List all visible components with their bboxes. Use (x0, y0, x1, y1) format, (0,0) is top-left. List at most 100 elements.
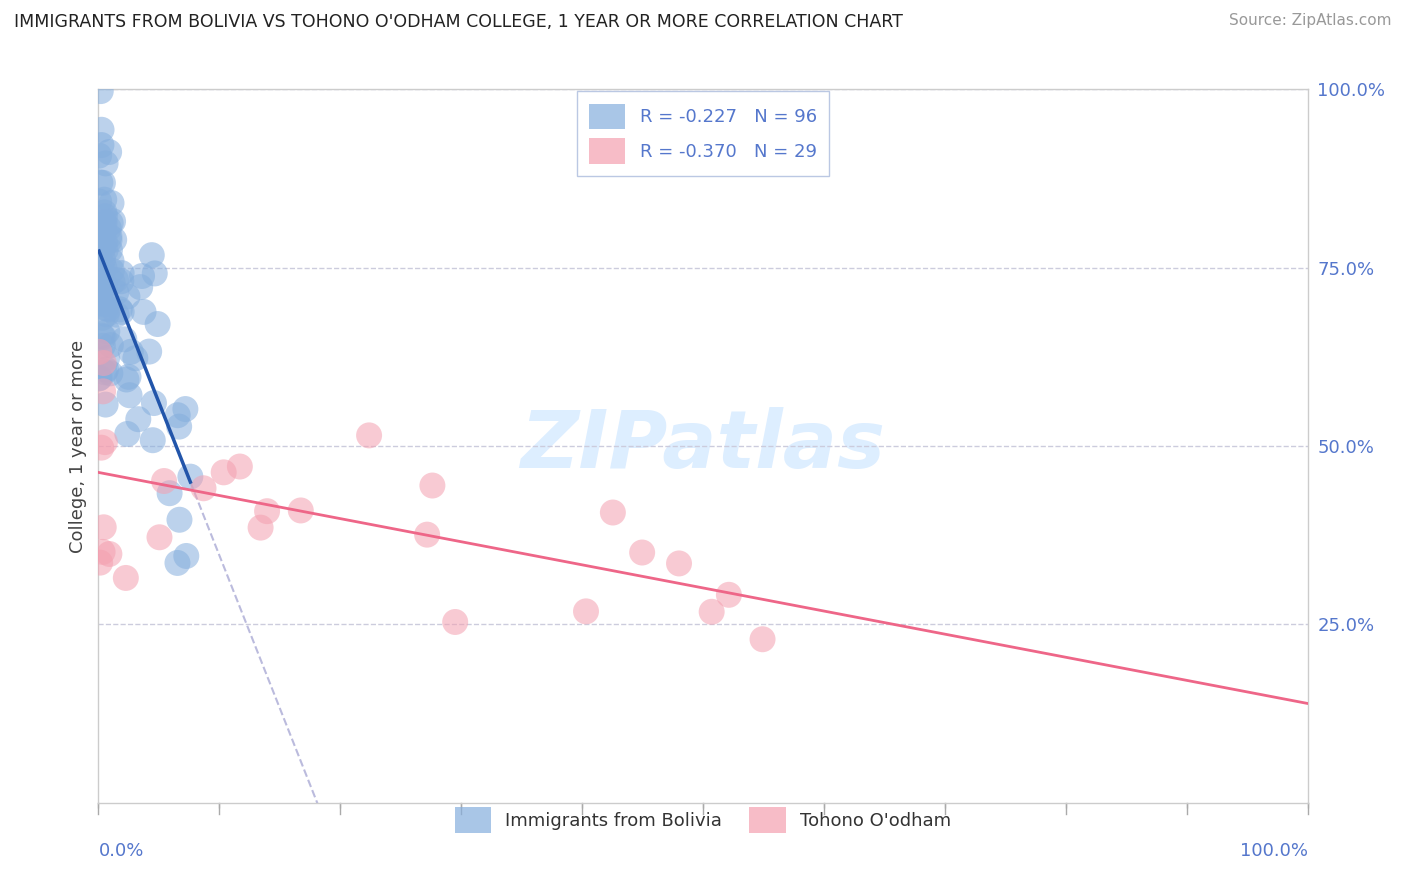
Text: Source: ZipAtlas.com: Source: ZipAtlas.com (1229, 13, 1392, 29)
Point (101, 214, 124, 228)
Point (751, 632, 773, 647)
Point (249, 521, 271, 535)
Point (148, 530, 170, 544)
Point (167, 419, 190, 434)
Point (444, 615, 467, 629)
Point (212, 466, 235, 480)
Point (89, 556, 111, 570)
Point (129, 280, 152, 294)
Point (174, 402, 197, 417)
Point (127, 412, 149, 426)
Point (602, 506, 624, 520)
Point (87, 278, 110, 293)
Point (90, 218, 112, 232)
Point (631, 545, 654, 559)
Point (91, 279, 114, 293)
Point (94, 209, 117, 223)
Point (174, 549, 197, 563)
Point (114, 571, 136, 585)
Point (110, 274, 132, 288)
Point (118, 388, 141, 402)
Point (93, 330, 115, 344)
Point (89, 176, 111, 190)
Point (93, 205, 115, 219)
Point (98, 145, 121, 159)
Point (89, 284, 111, 298)
Point (93, 356, 115, 370)
Text: 100.0%: 100.0% (1240, 842, 1308, 860)
Point (166, 408, 188, 422)
Point (91, 545, 114, 559)
Point (89, 235, 111, 250)
Point (89, 344, 111, 359)
Point (93, 218, 115, 232)
Point (229, 459, 252, 474)
Text: 0.0%: 0.0% (98, 842, 143, 860)
Point (96, 351, 118, 365)
Point (131, 268, 153, 283)
Point (89, 148, 111, 162)
Point (256, 504, 278, 518)
Point (91, 384, 114, 399)
Point (93, 297, 115, 311)
Point (359, 428, 381, 442)
Point (138, 344, 160, 359)
Point (422, 478, 444, 492)
Point (143, 267, 166, 281)
Point (91, 252, 114, 267)
Point (94, 362, 117, 376)
Point (117, 289, 139, 303)
Legend: Immigrants from Bolivia, Tohono O'odham: Immigrants from Bolivia, Tohono O'odham (447, 800, 959, 840)
Point (94, 398, 117, 412)
Point (90, 122, 112, 136)
Point (111, 305, 134, 319)
Point (93, 279, 115, 293)
Point (90, 138, 112, 153)
Point (97, 302, 120, 317)
Point (100, 367, 122, 381)
Point (90, 441, 112, 455)
Point (93, 365, 115, 379)
Point (93, 520, 115, 534)
Point (105, 285, 128, 300)
Point (90, 296, 112, 310)
Point (87, 275, 110, 289)
Point (108, 302, 131, 317)
Point (98, 547, 121, 561)
Point (100, 196, 122, 211)
Point (193, 481, 215, 495)
Y-axis label: College, 1 year or more: College, 1 year or more (69, 340, 87, 552)
Point (575, 604, 598, 618)
Point (105, 273, 128, 287)
Point (179, 469, 201, 483)
Point (117, 369, 139, 384)
Point (90, 84, 112, 98)
Point (101, 275, 124, 289)
Point (124, 351, 146, 366)
Point (94, 435, 117, 450)
Point (142, 434, 165, 448)
Point (112, 332, 135, 346)
Text: ZIPatlas: ZIPatlas (520, 407, 886, 485)
Point (416, 527, 439, 541)
Point (101, 263, 124, 277)
Point (94, 244, 117, 258)
Point (97, 221, 120, 235)
Point (120, 344, 142, 359)
Point (91, 339, 114, 353)
Point (89, 194, 111, 209)
Point (93, 288, 115, 302)
Text: IMMIGRANTS FROM BOLIVIA VS TOHONO O'ODHAM COLLEGE, 1 YEAR OR MORE CORRELATION CH: IMMIGRANTS FROM BOLIVIA VS TOHONO O'ODHA… (14, 13, 903, 31)
Point (96, 307, 118, 321)
Point (668, 557, 690, 571)
Point (98, 243, 121, 257)
Point (98, 233, 121, 247)
Point (100, 338, 122, 352)
Point (100, 253, 122, 268)
Point (91, 242, 114, 256)
Point (96, 325, 118, 339)
Point (93, 260, 115, 275)
Point (93, 283, 115, 297)
Point (89, 371, 111, 385)
Point (132, 305, 155, 319)
